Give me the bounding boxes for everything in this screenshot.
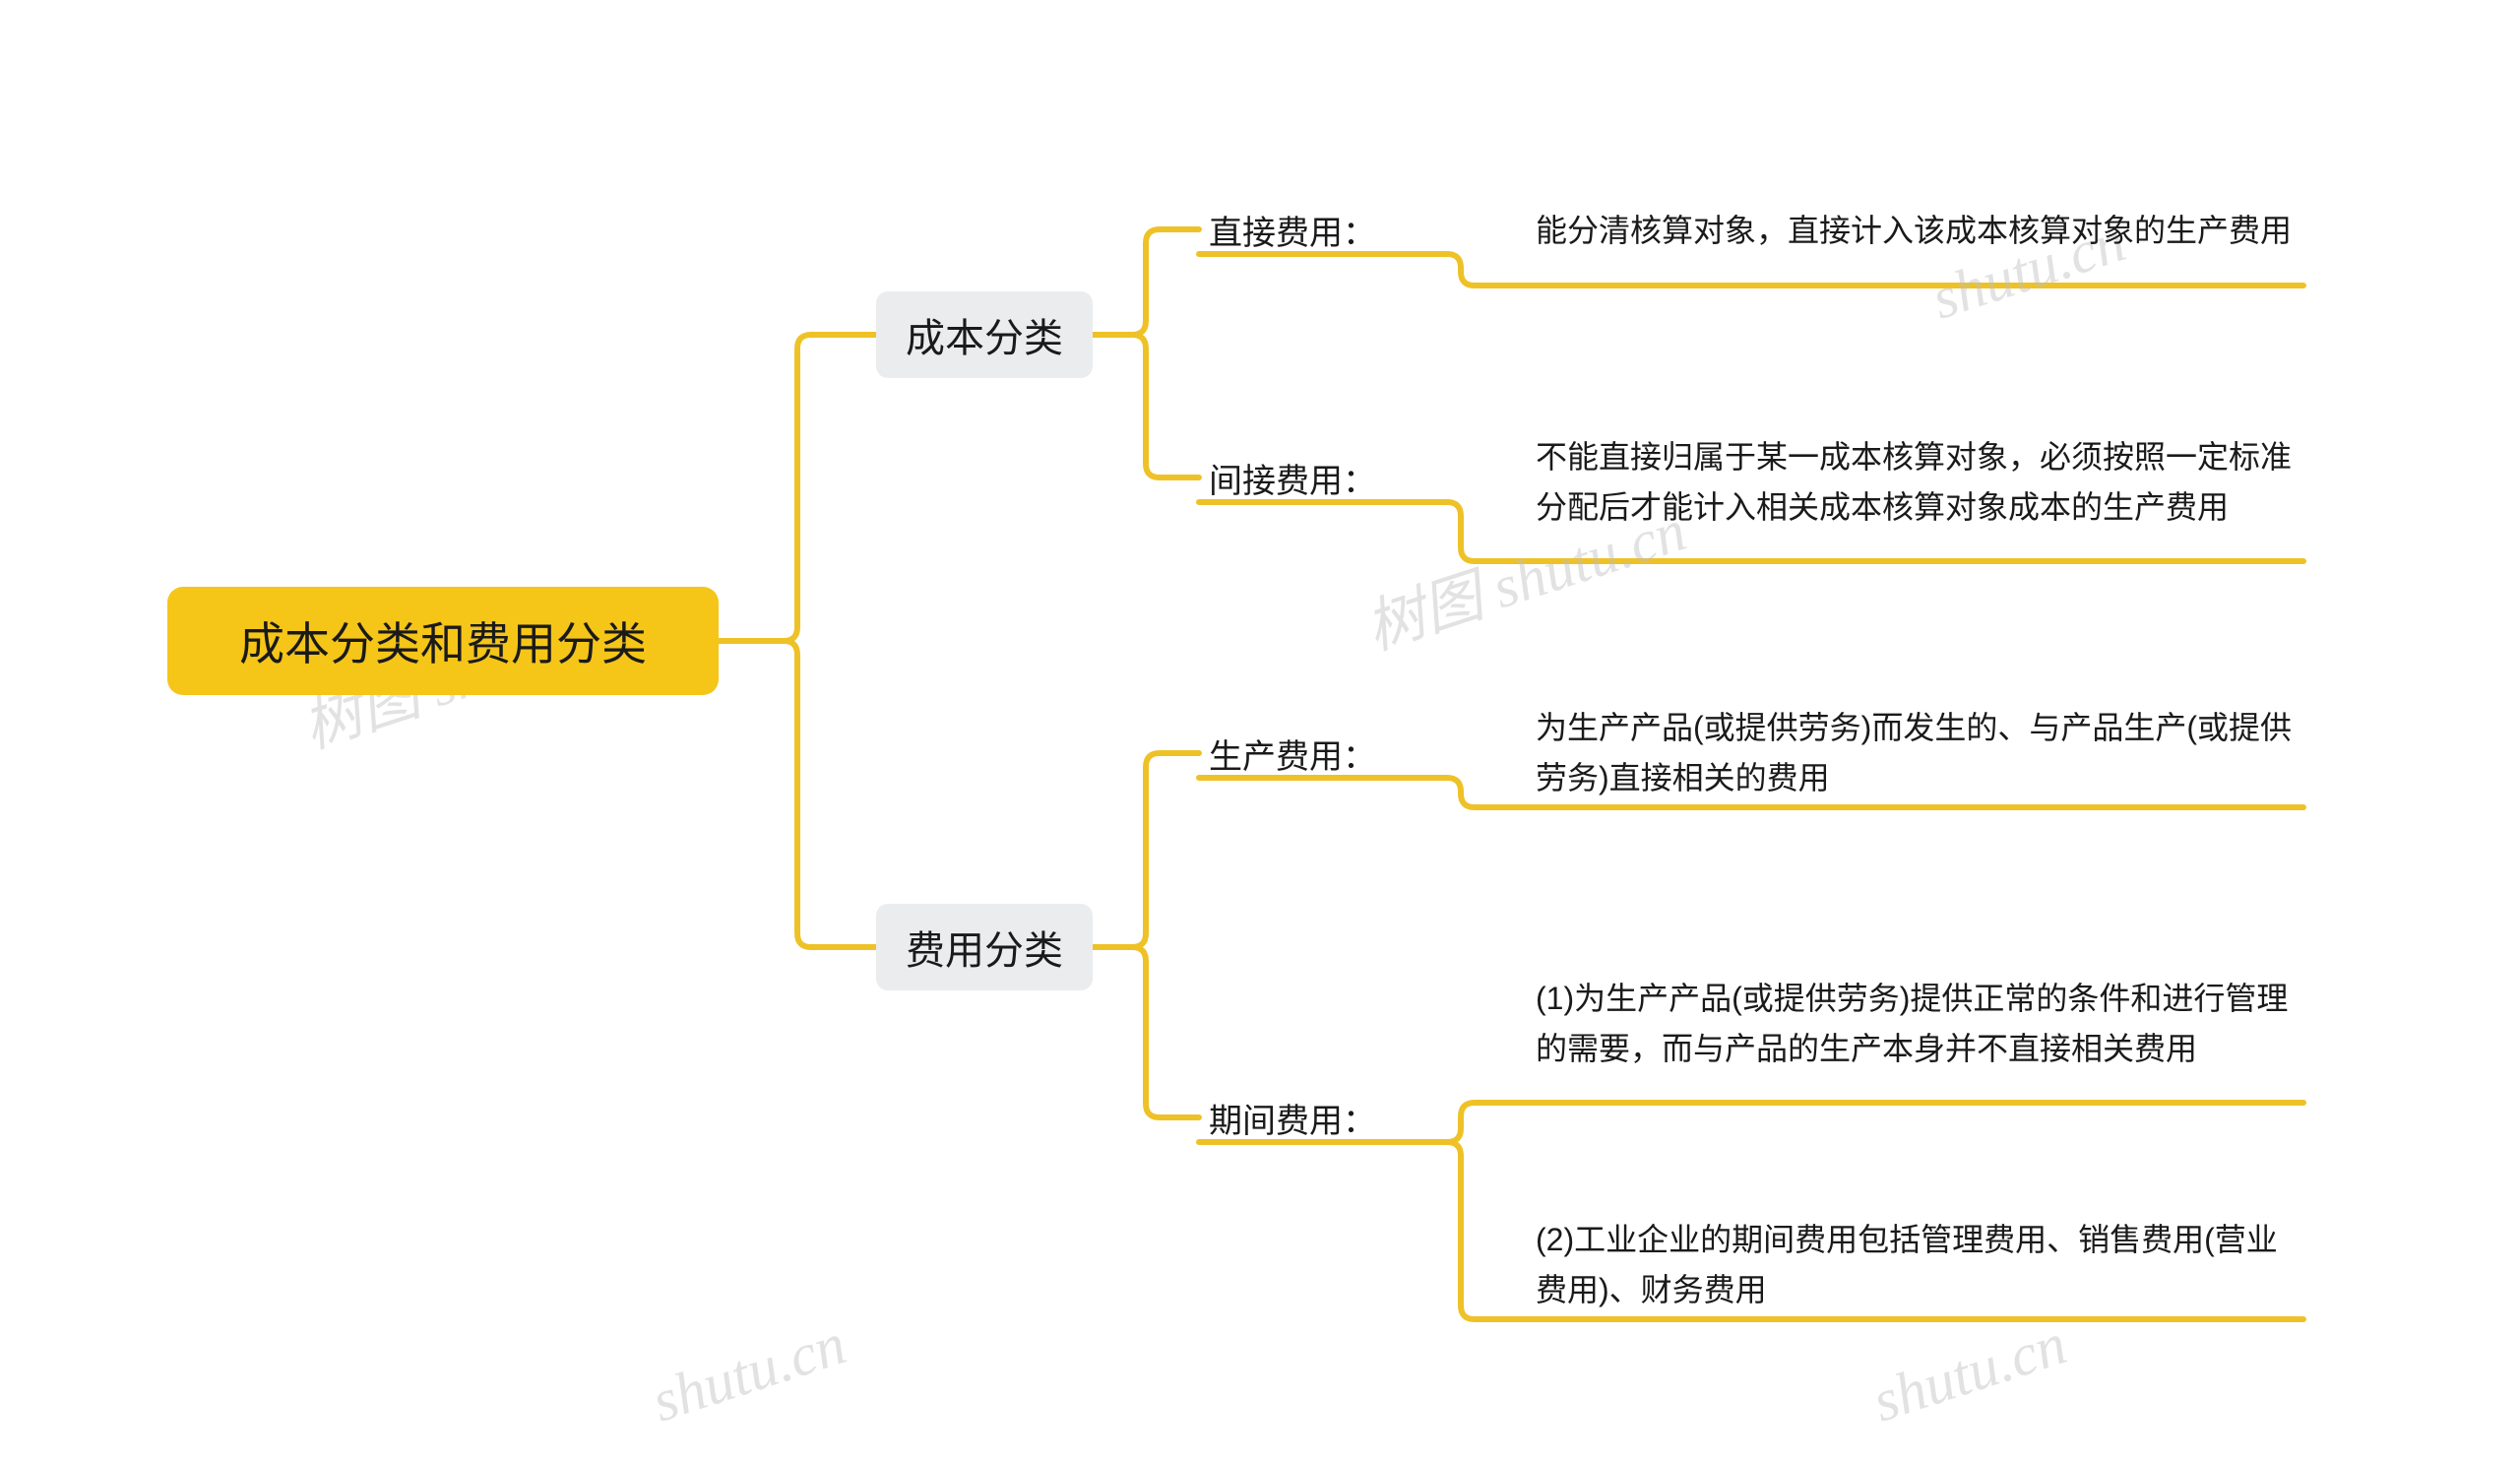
node-indirect-cost[interactable]: 间接费用：	[1199, 453, 1386, 502]
leaf-direct-desc: 能分清核算对象，直接计入该成本核算对象的生产费用	[1536, 177, 2303, 286]
leaf-period-desc-1: (1)为生产产品(或提供劳务)提供正常的条件和进行管理的需要，而与产品的生产本身…	[1536, 945, 2303, 1103]
leaf-indirect-desc: 不能直接归属于某一成本核算对象，必须按照一定标准分配后才能计入相关成本核算对象成…	[1536, 404, 2303, 561]
node-cost-category[interactable]: 成本分类	[876, 291, 1093, 378]
leaf-production-desc: 为生产产品(或提供劳务)而发生的、与产品生产(或提供劳务)直接相关的费用	[1536, 699, 2303, 807]
node-expense-category[interactable]: 费用分类	[876, 904, 1093, 990]
watermark: shutu.cn	[1864, 1310, 2074, 1436]
node-period-expense[interactable]: 期间费用：	[1199, 1093, 1386, 1142]
node-production-expense[interactable]: 生产费用：	[1199, 729, 1386, 778]
mindmap-canvas: 树图 shutu.cn 树图 shutu.cn shutu.cn shutu.c…	[0, 0, 2520, 1463]
node-direct-cost[interactable]: 直接费用：	[1199, 205, 1386, 254]
watermark: shutu.cn	[644, 1310, 853, 1436]
leaf-period-desc-2: (2)工业企业的期间费用包括管理费用、销售费用(营业费用)、财务费用	[1536, 1211, 2303, 1319]
node-root[interactable]: 成本分类和费用分类	[167, 587, 719, 695]
